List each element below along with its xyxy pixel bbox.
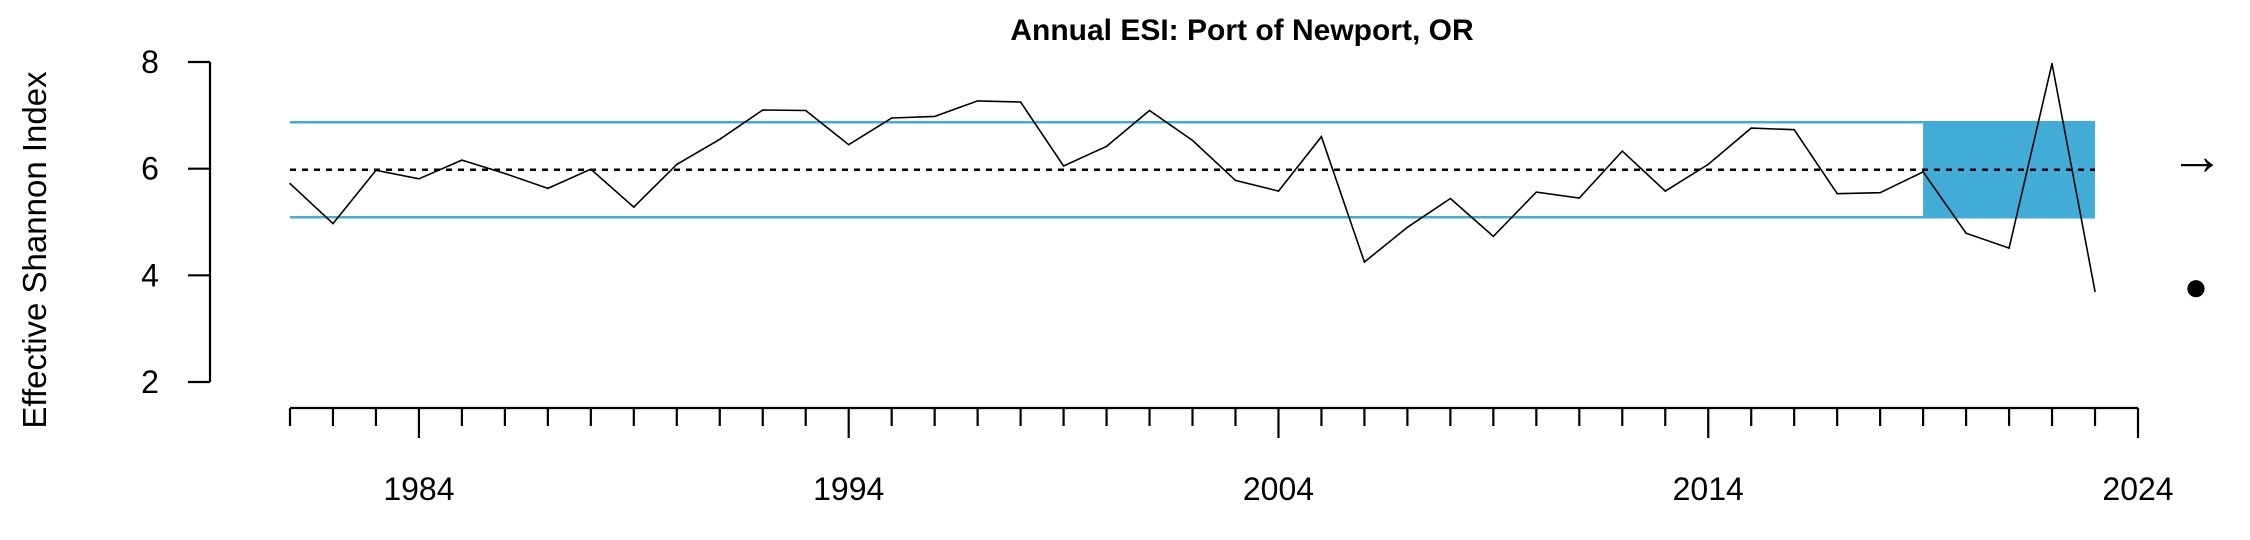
data-point bbox=[461, 159, 463, 161]
data-point bbox=[1922, 171, 1924, 173]
x-tick-label: 2004 bbox=[1243, 471, 1314, 507]
data-point bbox=[1664, 190, 1667, 192]
data-point bbox=[375, 169, 377, 172]
data-point bbox=[718, 138, 721, 141]
data-point bbox=[1320, 135, 1323, 138]
data-point bbox=[2008, 247, 2010, 249]
data-point bbox=[590, 168, 592, 170]
data-point bbox=[633, 206, 635, 208]
data-point bbox=[547, 187, 549, 190]
data-point bbox=[504, 172, 506, 175]
data-point bbox=[1879, 191, 1881, 194]
trend-arrow-icon: → bbox=[2170, 126, 2224, 186]
data-point bbox=[933, 115, 936, 118]
y-tick-label: 8 bbox=[141, 44, 159, 80]
x-tick-label: 1994 bbox=[813, 471, 884, 507]
x-tick-label: 2014 bbox=[1673, 471, 1744, 507]
data-point bbox=[1191, 139, 1194, 142]
y-axis-label: Effective Shannon Index bbox=[16, 71, 53, 429]
data-point bbox=[332, 222, 334, 225]
series-layer bbox=[289, 62, 2096, 293]
data-point bbox=[1750, 127, 1753, 129]
data-point bbox=[1707, 163, 1710, 166]
data-point bbox=[2094, 290, 2096, 293]
data-point bbox=[1621, 150, 1624, 152]
data-point bbox=[1578, 197, 1581, 199]
data-point bbox=[1965, 232, 1967, 234]
data-point bbox=[1449, 197, 1452, 200]
data-point bbox=[890, 117, 893, 119]
data-point bbox=[1277, 190, 1280, 192]
data-point bbox=[1148, 109, 1151, 112]
data-point bbox=[675, 163, 678, 166]
y-tick-label: 4 bbox=[141, 257, 159, 293]
data-point bbox=[761, 109, 764, 111]
data-point bbox=[1234, 179, 1237, 182]
x-tick-label: 2024 bbox=[2102, 471, 2173, 507]
y-axis: 2 4 6 8 bbox=[141, 44, 212, 400]
data-point bbox=[1105, 145, 1108, 148]
x-axis: 1984 1994 2004 2014 2024 bbox=[288, 406, 2174, 507]
x-tick-label: 1984 bbox=[383, 471, 454, 507]
data-point bbox=[2051, 62, 2053, 65]
y-tick-label: 6 bbox=[141, 151, 159, 187]
data-point bbox=[1406, 226, 1409, 229]
data-point bbox=[1535, 191, 1538, 193]
chart-title: Annual ESI: Port of Newport, OR bbox=[1010, 14, 1474, 47]
data-point bbox=[1492, 235, 1495, 238]
data-point bbox=[1363, 261, 1366, 263]
data-point bbox=[289, 182, 291, 185]
data-point bbox=[976, 100, 979, 102]
data-point bbox=[1019, 101, 1022, 103]
y-tick-label: 2 bbox=[141, 364, 159, 400]
data-point bbox=[804, 109, 807, 112]
data-point bbox=[1793, 128, 1795, 131]
data-point bbox=[1062, 165, 1065, 167]
esi-series-line bbox=[289, 63, 2096, 292]
data-point bbox=[1836, 192, 1838, 195]
mean-indicator-dot-icon: ● bbox=[2184, 265, 2208, 309]
data-point bbox=[418, 178, 420, 180]
reference-lines bbox=[290, 121, 2096, 219]
data-point bbox=[847, 143, 850, 146]
